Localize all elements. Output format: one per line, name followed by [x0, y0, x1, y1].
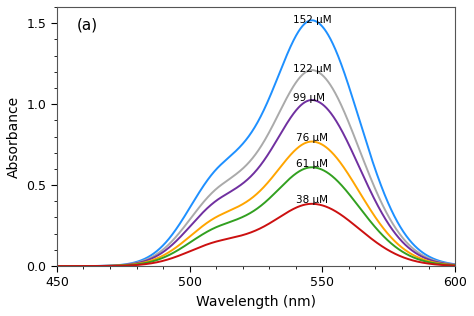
Text: 76 μM: 76 μM	[296, 133, 328, 143]
Text: 38 μM: 38 μM	[296, 195, 328, 205]
X-axis label: Wavelength (nm): Wavelength (nm)	[196, 295, 316, 309]
Y-axis label: Absorbance: Absorbance	[7, 95, 21, 178]
Text: 122 μM: 122 μM	[293, 64, 332, 74]
Text: 61 μM: 61 μM	[296, 159, 328, 169]
Text: 99 μM: 99 μM	[293, 93, 325, 103]
Text: (a): (a)	[77, 17, 98, 32]
Text: 152 μM: 152 μM	[293, 15, 332, 25]
